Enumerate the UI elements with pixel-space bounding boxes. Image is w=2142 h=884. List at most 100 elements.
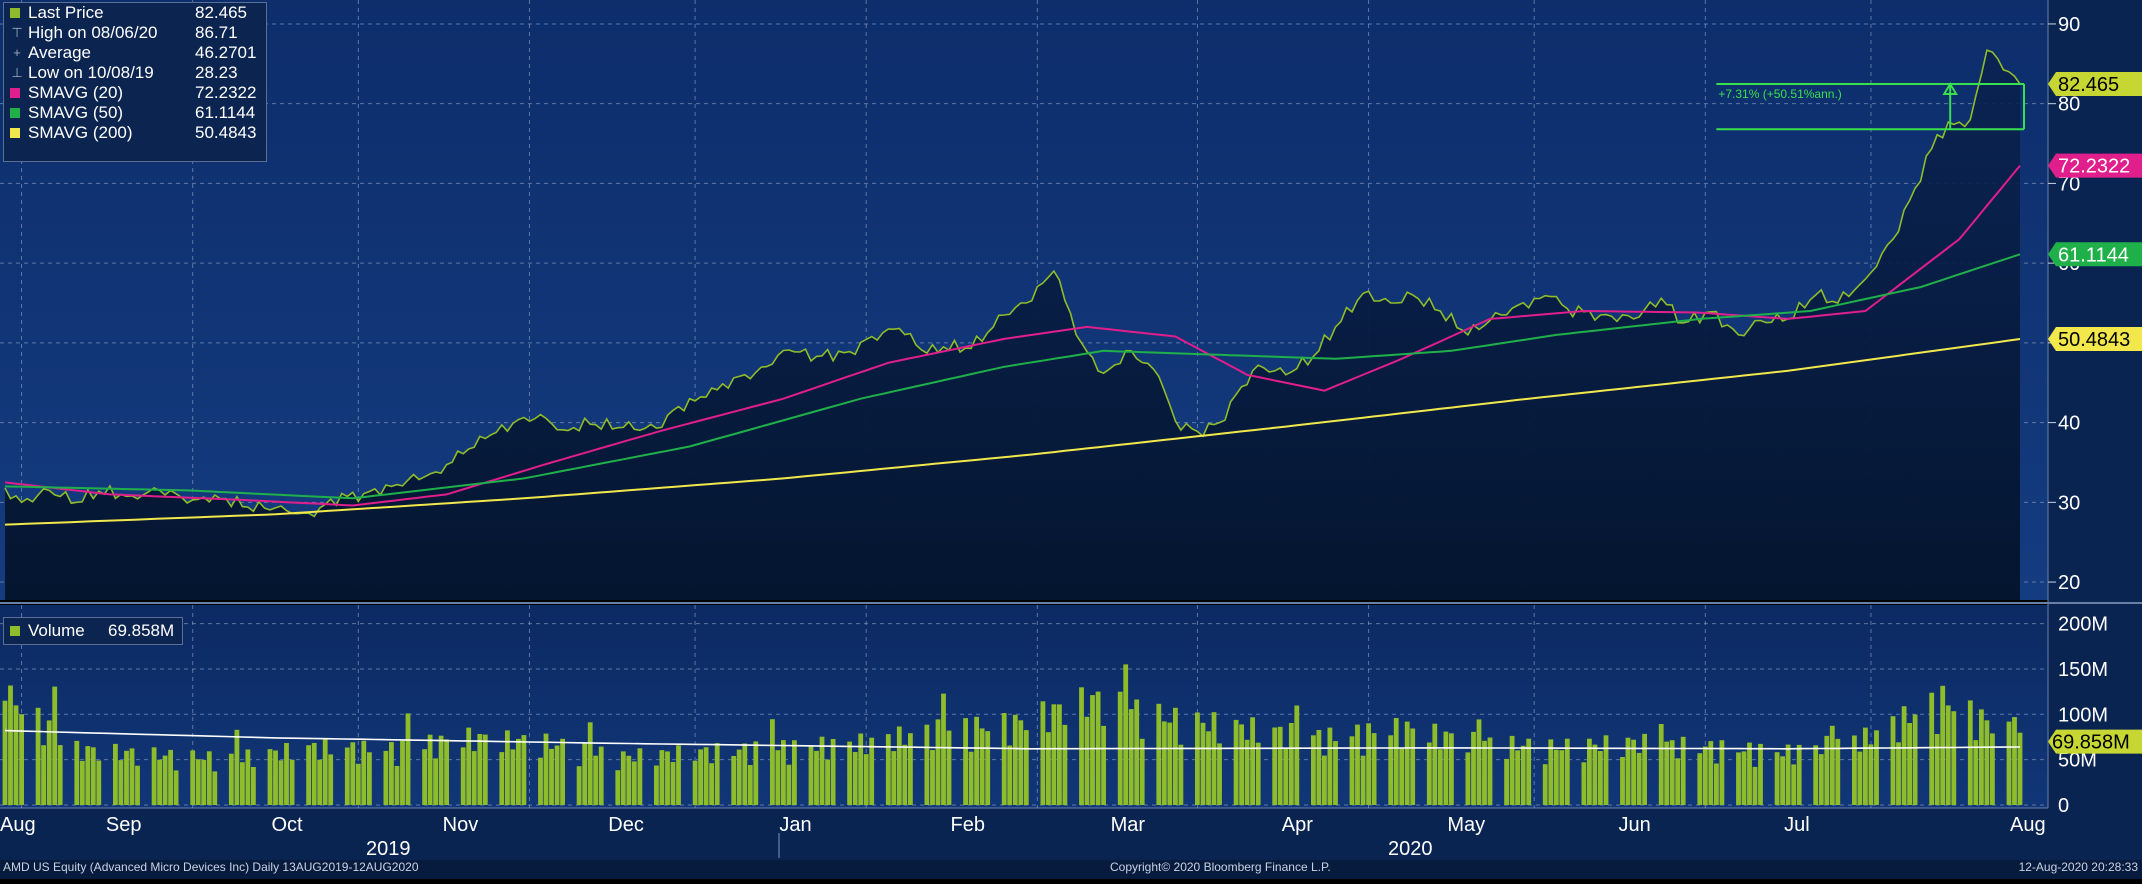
volume-bar <box>1559 750 1565 805</box>
volume-bar <box>1426 742 1432 805</box>
volume-bar <box>979 728 985 805</box>
volume-bar <box>1012 714 1018 805</box>
volume-bar <box>444 739 449 805</box>
price-legend[interactable]: Last Price 82.465 ⊤ High on 08/06/20 86.71 + A… <box>3 2 267 162</box>
volume-bar <box>593 755 599 805</box>
volume-bar <box>670 762 676 805</box>
volume-bar <box>1173 707 1178 805</box>
volume-bar <box>615 770 621 805</box>
volume-bar <box>1211 712 1217 805</box>
legend-row-2[interactable]: + Average 46.2701 <box>4 43 266 63</box>
legend-label-5: SMAVG (50) <box>28 103 124 122</box>
volume-bar <box>510 749 516 805</box>
volume-bar <box>190 750 196 805</box>
volume-bar <box>35 707 41 805</box>
volume-bar <box>1564 738 1570 805</box>
footer-security: AMD US Equity (Advanced Micro Devices In… <box>3 860 419 874</box>
volume-bar <box>808 746 814 805</box>
volume-bar <box>1217 743 1222 805</box>
volume-bar <box>460 747 466 805</box>
volume-bar <box>709 763 714 805</box>
volume-bar <box>1984 720 1990 805</box>
volume-bar <box>1128 709 1134 805</box>
volume-bar <box>1465 752 1471 805</box>
volume-bar <box>863 754 869 805</box>
volume-bar <box>1515 750 1520 805</box>
legend-avg-icon: + <box>13 45 21 60</box>
volume-bar <box>1631 739 1636 805</box>
volume-bar <box>344 747 350 805</box>
volume-bar <box>168 749 173 805</box>
volume-bar <box>96 760 102 805</box>
volume-bar <box>322 739 328 805</box>
volume-bar <box>284 743 289 805</box>
volume-bar <box>201 759 207 805</box>
volume-bar <box>736 749 742 805</box>
volume-average-line <box>4 729 2021 750</box>
volume-bar <box>477 734 483 805</box>
volume-bar <box>598 746 604 805</box>
volume-bar <box>306 745 311 805</box>
volume-bar <box>466 727 472 805</box>
volume-bar <box>1741 751 1747 805</box>
volume-bar <box>1051 704 1057 805</box>
price-tick-label-7: 90 <box>2058 14 2080 36</box>
volume-bar <box>74 740 80 805</box>
volume-bar <box>576 766 582 805</box>
footer-bg <box>0 860 2142 879</box>
volume-bar <box>118 760 124 805</box>
month-label-8: Apr <box>1282 814 1313 836</box>
legend-row-0[interactable]: Last Price 82.465 <box>4 3 266 23</box>
legend-low-icon: ⊥ <box>11 65 23 80</box>
volume-bar <box>1432 723 1438 805</box>
legend-row-5[interactable]: SMAVG (50) 61.1144 <box>4 103 266 123</box>
volume-bar <box>941 693 946 805</box>
volume-bar <box>587 722 593 805</box>
month-label-9: May <box>1447 814 1485 836</box>
legend-label-0: Last Price <box>28 3 104 22</box>
month-label-12: Aug <box>2010 814 2046 836</box>
volume-bar <box>1669 740 1675 805</box>
volume-bar <box>1167 722 1173 805</box>
volume-bar <box>1967 700 1973 805</box>
volume-bar <box>1592 744 1598 805</box>
volume-tag-bg <box>2048 729 2142 754</box>
legend-row-6[interactable]: SMAVG (200) 50.4843 <box>4 123 266 143</box>
price-tick-label-5: 70 <box>2058 173 2080 195</box>
volume-bar <box>1796 744 1802 805</box>
volume-bar <box>1504 758 1509 805</box>
volume-bar <box>1791 764 1797 805</box>
volume-bar <box>400 740 405 805</box>
legend-row-3[interactable]: ⊥ Low on 10/08/19 28.23 <box>4 63 266 83</box>
volume-bar <box>1990 733 1995 805</box>
volume-bar <box>1929 692 1935 805</box>
price-tag-bg-2 <box>2048 242 2142 267</box>
volume-bar <box>1476 719 1482 805</box>
volume-tick-label-3: 150M <box>2058 659 2108 681</box>
legend-row-4[interactable]: SMAVG (20) 72.2322 <box>4 83 266 103</box>
volume-bar <box>1200 722 1206 805</box>
volume-bar <box>538 757 543 805</box>
month-label-10: Jun <box>1619 814 1651 836</box>
volume-bar <box>637 748 643 805</box>
volume-bar <box>1404 721 1410 805</box>
series-line-1 <box>4 164 2021 507</box>
price-tick-label-1: 30 <box>2058 492 2080 514</box>
volume-bar <box>1824 735 1830 805</box>
legend-label-3: Low on 10/08/19 <box>28 63 154 82</box>
legend-row-1[interactable]: ⊤ High on 08/06/20 86.71 <box>4 23 266 43</box>
volume-bar <box>1062 724 1068 805</box>
volume-bar <box>1979 709 1984 805</box>
volume-legend[interactable]: Volume 69.858M <box>3 617 183 645</box>
volume-bar <box>311 742 317 805</box>
volume-bar <box>1934 734 1940 805</box>
volume-bar <box>935 719 941 805</box>
volume-bar <box>234 729 240 805</box>
volume-bar <box>847 741 852 805</box>
channel-arrow-head <box>1942 82 1958 96</box>
price-tag-bg-1 <box>2048 153 2142 178</box>
volume-bar <box>985 731 991 805</box>
month-label-7: Mar <box>1111 814 1146 836</box>
volume-bar <box>1708 741 1714 805</box>
volume-bar <box>1587 738 1592 805</box>
